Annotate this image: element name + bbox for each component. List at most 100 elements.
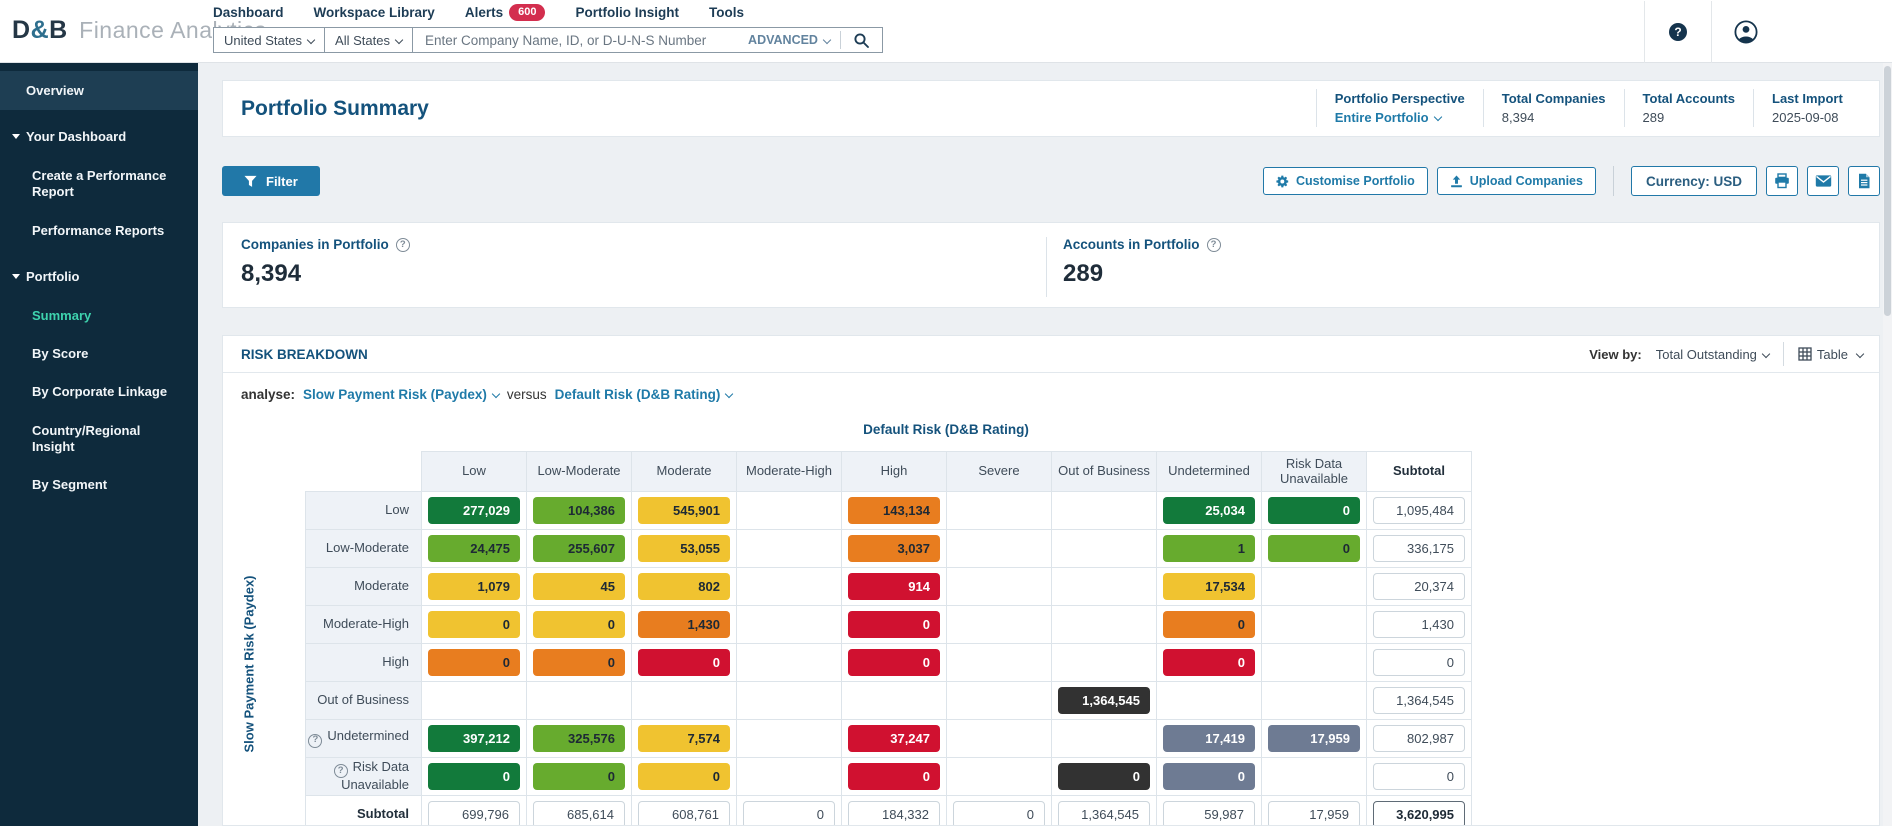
matrix-value[interactable]: 325,576: [533, 725, 625, 752]
matrix-value[interactable]: 1,364,545: [1373, 687, 1465, 714]
matrix-value[interactable]: 1: [1163, 535, 1255, 562]
matrix-value[interactable]: 0: [1058, 763, 1150, 790]
matrix-value[interactable]: 20,374: [1373, 573, 1465, 600]
matrix-value[interactable]: 1,079: [428, 573, 520, 600]
search-input[interactable]: [412, 32, 743, 48]
matrix-value[interactable]: 277,029: [428, 497, 520, 524]
matrix-value[interactable]: 7,574: [638, 725, 730, 752]
risk-matrix-table: Low Low-Moderate Moderate Moderate-High High…: [305, 451, 1472, 825]
user-avatar-button[interactable]: [1734, 19, 1758, 44]
matrix-value[interactable]: 1,430: [1373, 611, 1465, 638]
matrix-value[interactable]: 184,332: [848, 801, 940, 825]
upload-companies-button[interactable]: Upload Companies: [1436, 167, 1596, 195]
matrix-value[interactable]: 53,055: [638, 535, 730, 562]
matrix-value[interactable]: 545,901: [638, 497, 730, 524]
email-button[interactable]: [1807, 166, 1839, 196]
matrix-value[interactable]: 685,614: [533, 801, 625, 825]
matrix-value[interactable]: 0: [533, 611, 625, 638]
matrix-value[interactable]: 0: [848, 649, 940, 676]
matrix-value[interactable]: 0: [1373, 649, 1465, 676]
matrix-value[interactable]: 1,364,545: [1058, 687, 1150, 714]
matrix-value[interactable]: 25,034: [1163, 497, 1255, 524]
sidebar-item-by-corporate-linkage[interactable]: By Corporate Linkage: [32, 384, 168, 400]
matrix-value[interactable]: 1,430: [638, 611, 730, 638]
state-select[interactable]: All States: [325, 27, 413, 53]
print-button[interactable]: [1766, 166, 1798, 196]
matrix-value[interactable]: 0: [1373, 763, 1465, 790]
matrix-value[interactable]: 0: [1268, 535, 1360, 562]
help-icon[interactable]: ?: [395, 237, 410, 252]
matrix-value[interactable]: 0: [638, 763, 730, 790]
sidebar-item-overview[interactable]: Overview: [0, 71, 198, 110]
matrix-value[interactable]: 1,095,484: [1373, 497, 1465, 524]
scrollbar-thumb[interactable]: [1884, 66, 1891, 316]
matrix-value[interactable]: 802,987: [1373, 725, 1465, 752]
matrix-value[interactable]: 0: [1163, 763, 1255, 790]
matrix-value[interactable]: 608,761: [638, 801, 730, 825]
sidebar-item-performance-reports[interactable]: Performance Reports: [32, 222, 165, 238]
nav-workspace-library[interactable]: Workspace Library: [313, 5, 435, 21]
matrix-value[interactable]: 3,620,995: [1373, 801, 1465, 825]
search-button[interactable]: [841, 32, 882, 49]
table-view-toggle[interactable]: Table: [1798, 347, 1865, 362]
matrix-value[interactable]: 0: [1163, 649, 1255, 676]
help-icon[interactable]: ?: [308, 733, 323, 748]
sidebar-item-create-performance-report[interactable]: Create a Performance Report: [32, 168, 167, 200]
nav-dashboard[interactable]: Dashboard: [213, 5, 284, 21]
matrix-value[interactable]: 59,987: [1163, 801, 1255, 825]
sidebar-item-summary[interactable]: Summary: [32, 307, 92, 323]
versus-dimension-dropdown[interactable]: Default Risk (D&B Rating): [555, 387, 734, 402]
help-icon[interactable]: ?: [1206, 237, 1221, 252]
matrix-value[interactable]: 3,037: [848, 535, 940, 562]
sidebar-item-by-score[interactable]: By Score: [32, 346, 89, 361]
scrollbar[interactable]: [1883, 63, 1892, 826]
matrix-value[interactable]: 0: [428, 649, 520, 676]
nav-tools[interactable]: Tools: [708, 5, 744, 21]
matrix-value[interactable]: 802: [638, 573, 730, 600]
matrix-value[interactable]: 1,364,545: [1058, 801, 1150, 825]
matrix-value[interactable]: 0: [533, 649, 625, 676]
matrix-value[interactable]: 0: [743, 801, 835, 825]
matrix-value[interactable]: 0: [848, 763, 940, 790]
matrix-value[interactable]: 24,475: [428, 535, 520, 562]
matrix-value[interactable]: 17,959: [1268, 725, 1360, 752]
matrix-value[interactable]: 0: [1268, 497, 1360, 524]
matrix-value[interactable]: 914: [848, 573, 940, 600]
filter-button[interactable]: Filter: [222, 166, 320, 196]
matrix-value[interactable]: 0: [428, 763, 520, 790]
sidebar-item-by-segment[interactable]: By Segment: [32, 477, 108, 492]
portfolio-perspective-dropdown[interactable]: Entire Portfolio: [1335, 110, 1465, 125]
view-by-dropdown[interactable]: Total Outstanding: [1656, 347, 1771, 362]
help-icon[interactable]: ?: [333, 764, 348, 779]
sidebar-item-country-regional-insight[interactable]: Country/Regional Insight: [32, 422, 141, 454]
matrix-value[interactable]: 0: [953, 801, 1045, 825]
matrix-value[interactable]: 0: [638, 649, 730, 676]
matrix-value[interactable]: 17,419: [1163, 725, 1255, 752]
matrix-value[interactable]: 17,534: [1163, 573, 1255, 600]
matrix-value[interactable]: 699,796: [428, 801, 520, 825]
global-help-button[interactable]: ?: [1661, 22, 1695, 41]
sidebar-section-your-dashboard[interactable]: Your Dashboard: [0, 116, 198, 157]
currency-button[interactable]: Currency: USD: [1630, 166, 1757, 196]
matrix-value[interactable]: 0: [1163, 611, 1255, 638]
analyse-dimension-dropdown[interactable]: Slow Payment Risk (Paydex): [303, 387, 501, 402]
export-file-button[interactable]: [1848, 166, 1880, 196]
advanced-search-toggle[interactable]: ADVANCED: [742, 33, 840, 47]
matrix-value[interactable]: 143,134: [848, 497, 940, 524]
sidebar-section-label: Portfolio: [26, 268, 80, 284]
matrix-value[interactable]: 104,386: [533, 497, 625, 524]
matrix-value[interactable]: 0: [428, 611, 520, 638]
matrix-value[interactable]: 45: [533, 573, 625, 600]
nav-portfolio-insight[interactable]: Portfolio Insight: [575, 5, 679, 21]
matrix-value[interactable]: 255,607: [533, 535, 625, 562]
matrix-value[interactable]: 17,959: [1268, 801, 1360, 825]
sidebar-section-portfolio[interactable]: Portfolio: [0, 256, 198, 297]
matrix-value[interactable]: 0: [848, 611, 940, 638]
customise-portfolio-button[interactable]: Customise Portfolio: [1262, 167, 1428, 195]
matrix-value[interactable]: 336,175: [1373, 535, 1465, 562]
matrix-value[interactable]: 37,247: [848, 725, 940, 752]
country-select[interactable]: United States: [213, 27, 326, 53]
nav-alerts[interactable]: Alerts 600: [465, 4, 546, 22]
matrix-value[interactable]: 397,212: [428, 725, 520, 752]
matrix-value[interactable]: 0: [533, 763, 625, 790]
